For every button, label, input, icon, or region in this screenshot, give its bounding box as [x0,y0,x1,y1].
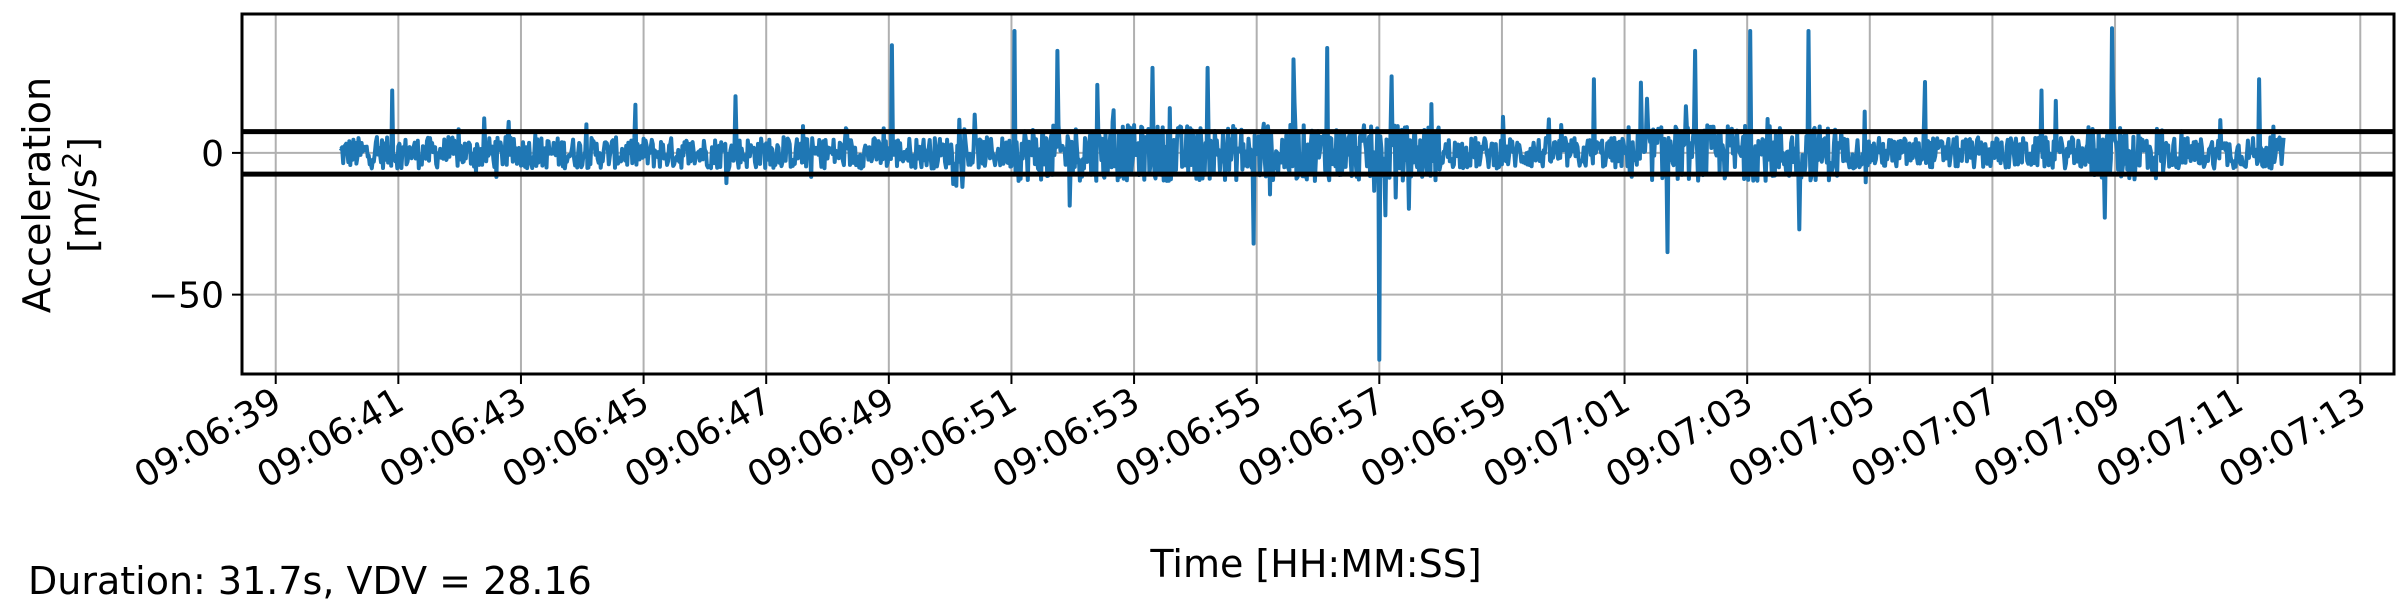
y-ticks: 0 −50 [148,134,242,317]
plot-frame [240,12,2396,376]
x-ticks: 09:06:3909:06:4109:06:4309:06:4509:06:47… [128,374,2373,497]
footer-duration-vdv: Duration: 31.7s, VDV = 28.16 [28,559,592,600]
x-axis-label: Time [HH:MM:SS] [1149,542,1481,586]
y-axis-label-line1: Acceleration [15,77,59,313]
y-axis-label-line2: [m/s2] [58,137,105,253]
y-tick-label: 0 [201,134,224,175]
y-tick-label: −50 [148,276,224,317]
grid-lines [242,14,2394,374]
threshold-lines [242,129,2394,177]
